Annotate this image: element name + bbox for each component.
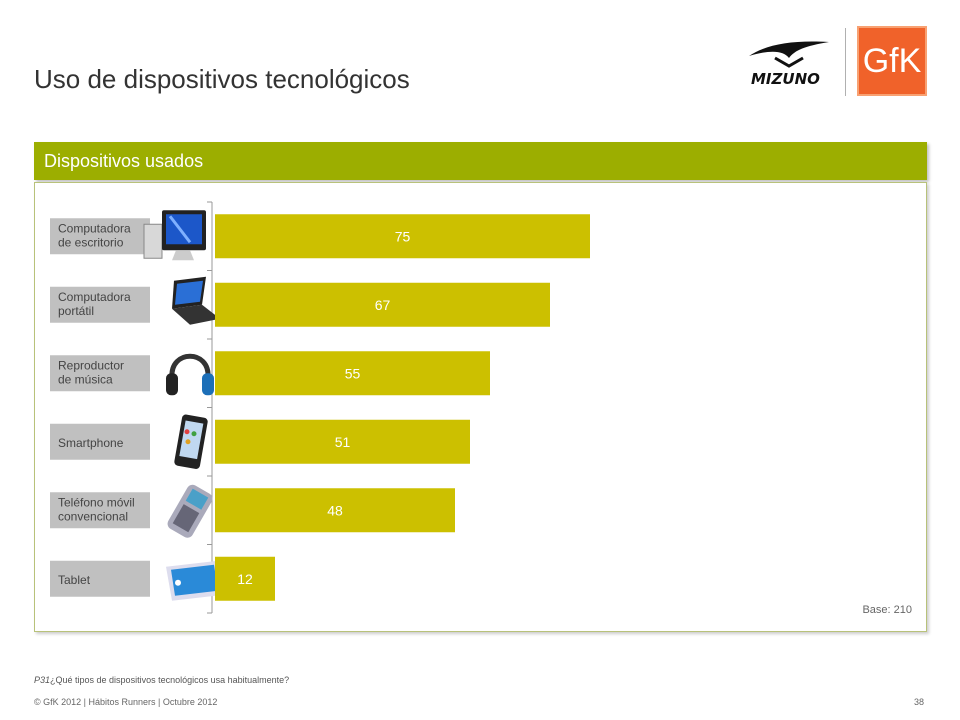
- bar: [215, 419, 470, 464]
- bar: [215, 351, 490, 396]
- category-label: Computadora de escritorio: [58, 221, 131, 249]
- category-label-line: de escritorio: [58, 235, 124, 249]
- slide-title: Uso de dispositivos tecnológicos: [34, 64, 410, 94]
- logo-divider: [845, 28, 846, 96]
- category-label-line: Computadora: [58, 221, 131, 235]
- category-label-line: convencional: [58, 509, 128, 523]
- bar-value-label: 48: [327, 502, 343, 518]
- category-label: Computadora portátil: [58, 290, 131, 318]
- bar-value-label: 55: [345, 365, 361, 381]
- category-label-box: [50, 423, 150, 460]
- category-label-box: [50, 286, 150, 323]
- page-number: 38: [913, 697, 924, 707]
- category-label-box: [50, 560, 150, 597]
- category-label-box: [50, 218, 150, 255]
- category-label: Teléfono móvil convencional: [58, 495, 135, 523]
- headphones-icon: [166, 353, 214, 396]
- bar: [215, 488, 455, 533]
- bar-value-label: 51: [335, 434, 351, 450]
- category-label-line: portátil: [58, 304, 94, 318]
- desktop-computer-icon: [143, 210, 206, 261]
- category-label-line: de música: [58, 372, 113, 386]
- category-label: Tablet: [58, 573, 91, 587]
- tablet-icon: [166, 560, 224, 601]
- bar: [215, 282, 550, 327]
- category-label-line: Reproductor: [58, 358, 124, 372]
- category-label-line: Teléfono móvil: [58, 495, 135, 509]
- question-body: ¿Qué tipos de dispositivos tecnológicos …: [50, 675, 290, 685]
- category-label-line: Tablet: [58, 573, 91, 587]
- mizuno-logo: MIZUNO: [749, 41, 829, 88]
- svg-text:MIZUNO: MIZUNO: [751, 70, 820, 88]
- bar-value-label: 12: [237, 571, 253, 587]
- question-text: P31¿Qué tipos de dispositivos tecnológic…: [34, 675, 289, 685]
- smartphone-icon: [174, 414, 208, 469]
- bar: [215, 556, 275, 601]
- category-label: Smartphone: [58, 436, 124, 450]
- bar-value-label: 75: [395, 228, 411, 244]
- base-label: Base: 210: [862, 604, 912, 616]
- category-label-box: [50, 355, 150, 392]
- mobile-phone-icon: [167, 484, 213, 538]
- gfk-logo: GfK: [857, 26, 927, 96]
- bar-value-label: 67: [375, 297, 391, 313]
- bar: [215, 214, 590, 259]
- panel-header: Dispositivos usados: [34, 142, 927, 180]
- category-label-line: Smartphone: [58, 436, 124, 450]
- category-label-box: [50, 492, 150, 529]
- category-label: Reproductor de música: [58, 358, 124, 386]
- footer-text: © GfK 2012 | Hábitos Runners | Octubre 2…: [34, 697, 218, 707]
- laptop-icon: [172, 276, 220, 325]
- category-label-line: Computadora: [58, 290, 131, 304]
- question-code: P31: [34, 675, 51, 685]
